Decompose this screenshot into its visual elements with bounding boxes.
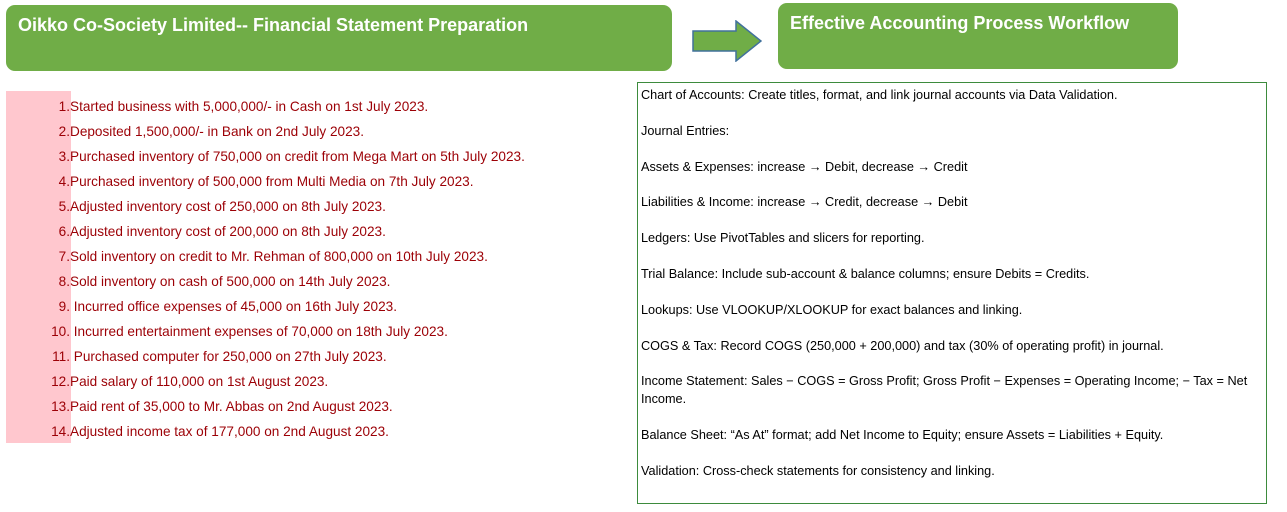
workflow-step: COGS & Tax: Record COGS (250,000 + 200,0… [641, 338, 1164, 353]
list-item-number: 5. [58, 199, 70, 214]
transaction-list: 1.Started business with 5,000,000/- in C… [6, 94, 626, 444]
list-item: 4.Purchased inventory of 500,000 from Mu… [6, 169, 626, 194]
list-item-number: 4. [58, 174, 70, 189]
list-item-text: Deposited 1,500,000/- in Bank on 2nd Jul… [70, 124, 364, 139]
workflow-step: Balance Sheet: “As At” format; add Net I… [641, 427, 1164, 442]
list-item: 3.Purchased inventory of 750,000 on cred… [6, 144, 626, 169]
list-item: 12.Paid salary of 110,000 on 1st August … [6, 369, 626, 394]
workflow-banner: Effective Accounting Process Workflow [778, 3, 1178, 69]
list-item-text: Purchased computer for 250,000 on 27th J… [70, 349, 387, 364]
list-item: 9. Incurred office expenses of 45,000 on… [6, 294, 626, 319]
numbering-highlight [6, 91, 71, 443]
workflow-step: Income Statement: Sales − COGS = Gross P… [641, 374, 1248, 407]
list-item-text: Sold inventory on credit to Mr. Rehman o… [70, 249, 488, 264]
list-item-text: Purchased inventory of 500,000 from Mult… [70, 174, 474, 189]
workflow-step: Validation: Cross-check statements for c… [641, 463, 995, 478]
list-item: 2.Deposited 1,500,000/- in Bank on 2nd J… [6, 119, 626, 144]
workflow-step: Assets & Expenses: increase → Debit, dec… [641, 159, 968, 174]
list-item-number: 8. [58, 274, 70, 289]
page-title: Oikko Co-Society Limited-- Financial Sta… [18, 15, 529, 35]
list-item: 5.Adjusted inventory cost of 250,000 on … [6, 194, 626, 219]
workflow-step: Trial Balance: Include sub-account & bal… [641, 266, 1090, 281]
list-item-number: 11. [52, 349, 70, 364]
list-item: 14.Adjusted income tax of 177,000 on 2nd… [6, 419, 626, 444]
list-item-number: 6. [58, 224, 70, 239]
list-item-text: Sold inventory on cash of 500,000 on 14t… [70, 274, 391, 289]
list-item-text: Adjusted inventory cost of 250,000 on 8t… [70, 199, 386, 214]
workflow-step: Journal Entries: [641, 123, 730, 138]
list-item-number: 2. [58, 124, 70, 139]
list-item-text: Incurred entertainment expenses of 70,00… [70, 324, 448, 339]
list-item-text: Adjusted inventory cost of 200,000 on 8t… [70, 224, 386, 239]
list-item-number: 7. [58, 249, 70, 264]
list-item-number: 9. [58, 299, 70, 314]
list-item: 11. Purchased computer for 250,000 on 27… [6, 344, 626, 369]
list-item-text: Started business with 5,000,000/- in Cas… [70, 99, 429, 114]
list-item-number: 14. [51, 424, 70, 439]
list-item: 6.Adjusted inventory cost of 200,000 on … [6, 219, 626, 244]
workflow-step: Liabilities & Income: increase → Credit,… [641, 195, 968, 210]
list-item: 8.Sold inventory on cash of 500,000 on 1… [6, 269, 626, 294]
workflow-step: Lookups: Use VLOOKUP/XLOOKUP for exact b… [641, 302, 1023, 317]
workflow-title: Effective Accounting Process Workflow [790, 13, 1130, 33]
list-item-number: 3. [58, 149, 70, 164]
list-item-number: 13. [51, 399, 70, 414]
list-item: 13.Paid rent of 35,000 to Mr. Abbas on 2… [6, 394, 626, 419]
list-item-text: Incurred office expenses of 45,000 on 16… [70, 299, 397, 314]
list-item: 7.Sold inventory on credit to Mr. Rehman… [6, 244, 626, 269]
list-item-number: 1. [58, 99, 70, 114]
list-item-text: Adjusted income tax of 177,000 on 2nd Au… [70, 424, 389, 439]
list-item-text: Paid rent of 35,000 to Mr. Abbas on 2nd … [70, 399, 393, 414]
title-banner: Oikko Co-Society Limited-- Financial Sta… [6, 5, 672, 71]
workflow-box: Chart of Accounts: Create titles, format… [637, 82, 1267, 504]
list-item: 1.Started business with 5,000,000/- in C… [6, 94, 626, 119]
right-arrow-icon [692, 20, 762, 62]
list-item-text: Paid salary of 110,000 on 1st August 202… [70, 374, 329, 389]
list-item-number: 10. [51, 324, 70, 339]
list-item-number: 12. [51, 374, 70, 389]
list-item-text: Purchased inventory of 750,000 on credit… [70, 149, 525, 164]
list-item: 10. Incurred entertainment expenses of 7… [6, 319, 626, 344]
workflow-step: Ledgers: Use PivotTables and slicers for… [641, 231, 925, 246]
workflow-step: Chart of Accounts: Create titles, format… [641, 88, 1118, 102]
